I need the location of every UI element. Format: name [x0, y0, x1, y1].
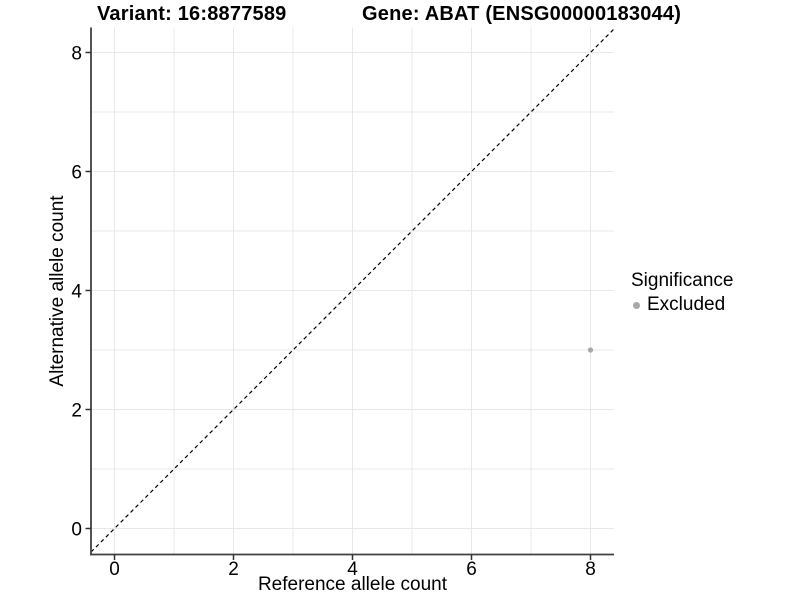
x-tick-label-4: 4	[347, 559, 358, 580]
data-point-0	[587, 347, 594, 353]
identity-dashed-line	[90, 28, 615, 553]
x-tick-label-2: 2	[228, 559, 239, 580]
y-tick-label-0: 0	[71, 519, 82, 540]
legend-item-label: Excluded	[647, 294, 726, 315]
y-tick-label-6: 6	[71, 162, 82, 183]
plot-title-variant: Variant: 16:8877589	[97, 3, 287, 25]
x-tick-label-0: 0	[109, 559, 120, 580]
y-tick-label-8: 8	[71, 43, 82, 64]
plot-title-gene: Gene: ABAT (ENSG00000183044)	[362, 3, 682, 25]
x-tick-label-6: 6	[466, 559, 477, 580]
legend-title: Significance	[631, 270, 734, 291]
x-tick-label-8: 8	[585, 559, 596, 580]
legend: Significance Excluded	[631, 270, 733, 316]
x-axis-title: Reference allele count	[257, 574, 448, 595]
legend-item-excluded: Excluded	[631, 294, 733, 316]
legend-point-icon	[633, 301, 640, 309]
y-tick-label-4: 4	[71, 281, 82, 302]
y-axis-title: Alternative allele count	[47, 195, 68, 387]
y-tick-label-2: 2	[71, 400, 82, 421]
